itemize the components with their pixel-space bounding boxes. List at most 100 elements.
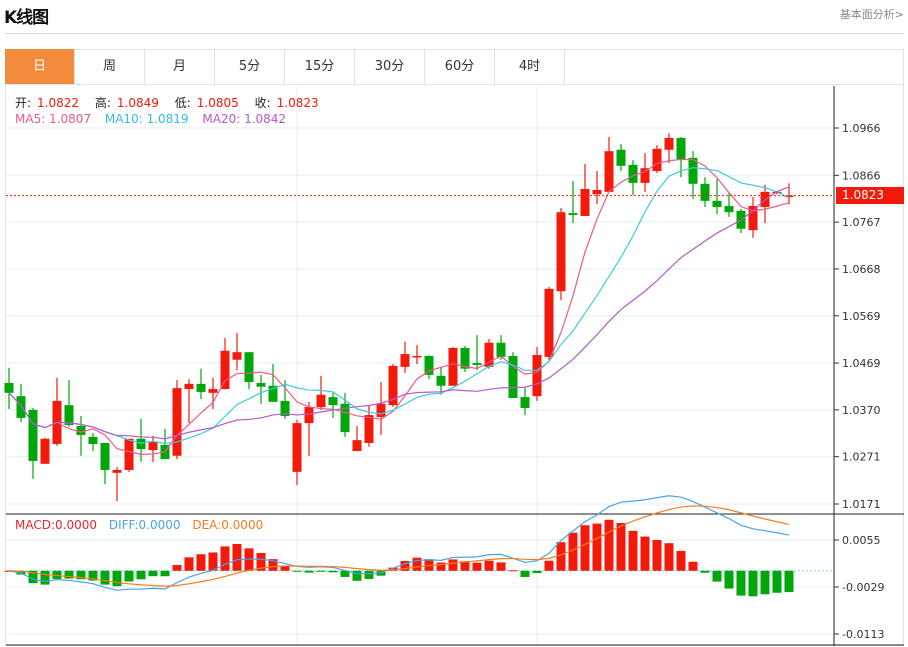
tab-day[interactable]: 日 <box>5 49 75 84</box>
candle <box>52 377 62 446</box>
tab-60min[interactable]: 60分 <box>425 49 495 84</box>
candle-body <box>220 350 230 390</box>
candle <box>700 177 710 207</box>
candle <box>328 392 338 418</box>
candle-body <box>76 425 86 435</box>
candle <box>760 184 770 224</box>
candle-body <box>316 394 326 408</box>
candle-body <box>460 347 470 369</box>
macd-bar <box>220 546 230 571</box>
macd-bar <box>40 570 50 585</box>
candle-body <box>628 164 638 183</box>
macd-bar <box>616 522 626 571</box>
candle-body <box>232 352 242 360</box>
divider <box>5 33 903 34</box>
candle-body <box>616 149 626 166</box>
candle-body <box>256 382 266 387</box>
candle-body <box>100 442 110 470</box>
candle-body <box>64 405 74 426</box>
candle <box>244 352 254 390</box>
tab-4hour[interactable]: 4时 <box>495 49 565 84</box>
macd-bar <box>112 570 122 587</box>
candle <box>208 377 218 409</box>
candle <box>544 286 554 360</box>
candle-body <box>352 440 362 452</box>
macd-tick-label: 0.0055 <box>842 534 881 547</box>
tab-month[interactable]: 月 <box>145 49 215 84</box>
macd-bar <box>472 562 482 571</box>
macd-bar <box>388 567 398 571</box>
ma5-line <box>8 158 790 455</box>
open-label: 开: <box>15 96 32 110</box>
macd-bar <box>160 570 170 577</box>
macd-bar <box>640 536 650 571</box>
candle-body <box>532 355 542 397</box>
macd-bar <box>340 570 350 577</box>
diff-line <box>8 495 790 591</box>
macd-bar <box>400 561 410 571</box>
price-tick-label: 1.0370 <box>842 404 881 417</box>
tab-5min[interactable]: 5分 <box>215 49 285 84</box>
close-label: 收: <box>254 96 271 110</box>
candle-body <box>376 403 386 417</box>
candle-body <box>388 365 398 406</box>
macd-bar <box>736 570 746 596</box>
macd-bar <box>208 552 218 571</box>
period-tabs: 日 周 月 5分 15分 30分 60分 4时 <box>5 49 904 85</box>
candle <box>712 179 722 215</box>
macd-bar <box>592 523 602 571</box>
candle <box>4 367 14 409</box>
macd-bar <box>412 557 422 571</box>
tab-week[interactable]: 周 <box>75 49 145 84</box>
candle-body <box>688 157 698 184</box>
low-value: 1.0805 <box>196 96 239 110</box>
candle <box>616 144 626 172</box>
candle <box>124 438 134 472</box>
candle-body <box>40 438 50 464</box>
page-title: K线图 <box>4 8 49 28</box>
candle <box>352 425 362 452</box>
candle <box>568 180 578 224</box>
macd-value: MACD:0.0000 <box>15 518 98 532</box>
candle-body <box>28 409 38 461</box>
candle <box>748 197 758 238</box>
candle-body <box>412 355 422 358</box>
candle-body <box>364 415 374 443</box>
candle <box>100 442 110 485</box>
candle <box>112 467 122 502</box>
macd-bar <box>568 532 578 571</box>
macd-bar <box>196 554 206 571</box>
candle <box>424 355 434 380</box>
macd-bar <box>448 559 458 571</box>
candle <box>136 418 146 462</box>
candle <box>232 332 242 371</box>
fundamental-analysis-link[interactable]: 基本面分析> <box>839 8 904 21</box>
candle-body <box>88 436 98 444</box>
candle <box>304 401 314 456</box>
macd-bar <box>712 570 722 582</box>
macd-readout: MACD:0.0000 DIFF:0.0000 DEA:0.0000 <box>15 518 269 532</box>
tab-15min[interactable]: 15分 <box>285 49 355 84</box>
current-price-label: 1.0823 <box>836 187 904 204</box>
low-label: 低: <box>174 96 191 110</box>
price-tick-label: 1.0866 <box>842 169 881 182</box>
candle <box>16 383 26 423</box>
candle <box>556 207 566 301</box>
candle-body <box>112 469 122 473</box>
candle <box>628 160 638 196</box>
macd-bar <box>268 559 278 571</box>
dea-line <box>8 505 790 587</box>
candle-body <box>748 206 758 231</box>
macd-bar <box>328 570 338 573</box>
tab-30min[interactable]: 30分 <box>355 49 425 84</box>
macd-bar <box>484 560 494 571</box>
candle <box>76 416 86 456</box>
macd-tick-label: -0.0029 <box>842 581 884 594</box>
candle-body <box>652 148 662 172</box>
candle-body <box>784 195 794 198</box>
candle-body <box>448 347 458 386</box>
macd-bar <box>52 570 62 579</box>
candle <box>652 145 662 173</box>
candle <box>472 335 482 371</box>
